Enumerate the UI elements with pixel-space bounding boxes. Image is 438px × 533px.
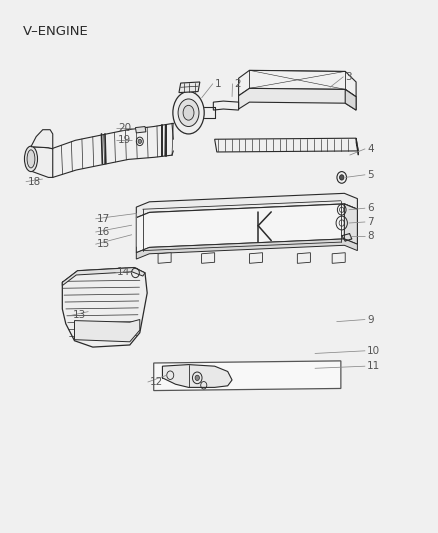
- Text: 9: 9: [367, 314, 374, 325]
- Text: 18: 18: [28, 176, 41, 187]
- Text: 11: 11: [367, 361, 380, 371]
- Polygon shape: [344, 204, 357, 244]
- Polygon shape: [154, 361, 341, 391]
- Text: 15: 15: [97, 239, 110, 249]
- Polygon shape: [162, 365, 232, 387]
- Polygon shape: [62, 268, 147, 347]
- Text: 10: 10: [367, 346, 380, 356]
- Polygon shape: [62, 268, 145, 286]
- Polygon shape: [135, 126, 146, 133]
- Polygon shape: [179, 82, 200, 93]
- Polygon shape: [332, 253, 345, 263]
- Text: 13: 13: [73, 310, 86, 320]
- Polygon shape: [239, 88, 356, 110]
- Polygon shape: [215, 138, 358, 152]
- Text: 4: 4: [367, 144, 374, 154]
- Text: 2: 2: [234, 78, 241, 88]
- Polygon shape: [158, 253, 171, 263]
- Polygon shape: [74, 319, 140, 342]
- Circle shape: [138, 139, 141, 143]
- Text: 14: 14: [117, 267, 130, 277]
- Text: 1: 1: [215, 78, 221, 88]
- Polygon shape: [31, 130, 53, 149]
- Ellipse shape: [173, 92, 204, 134]
- Polygon shape: [213, 101, 239, 110]
- Text: 5: 5: [367, 170, 374, 180]
- Polygon shape: [239, 70, 356, 97]
- Text: 6: 6: [367, 203, 374, 213]
- Text: 16: 16: [97, 227, 110, 237]
- Polygon shape: [356, 138, 358, 155]
- Text: 7: 7: [367, 217, 374, 227]
- Polygon shape: [31, 147, 53, 177]
- Polygon shape: [201, 253, 215, 263]
- Circle shape: [195, 375, 199, 381]
- Text: 20: 20: [118, 123, 131, 133]
- Text: 17: 17: [97, 214, 110, 224]
- Polygon shape: [136, 239, 357, 259]
- Ellipse shape: [25, 146, 38, 172]
- Polygon shape: [136, 193, 357, 217]
- Text: V–ENGINE: V–ENGINE: [23, 25, 89, 38]
- Polygon shape: [136, 204, 357, 253]
- Polygon shape: [297, 253, 311, 263]
- Text: 8: 8: [367, 231, 374, 241]
- Polygon shape: [345, 90, 356, 110]
- Polygon shape: [250, 253, 262, 263]
- Ellipse shape: [183, 106, 194, 120]
- Ellipse shape: [27, 150, 35, 168]
- Text: 19: 19: [118, 135, 131, 146]
- Ellipse shape: [178, 99, 199, 126]
- Circle shape: [339, 175, 344, 180]
- Text: 3: 3: [345, 71, 352, 82]
- Text: 12: 12: [149, 377, 162, 387]
